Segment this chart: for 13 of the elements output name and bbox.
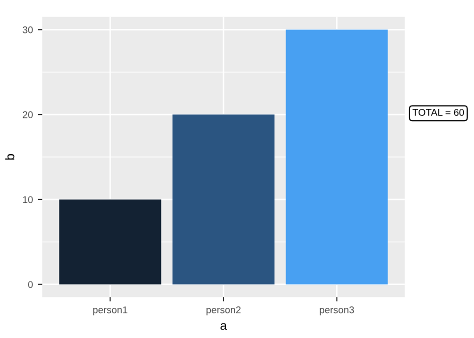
bar (286, 30, 388, 284)
y-tick-label: 10 (23, 196, 33, 204)
text: TOTAL = 60 (412, 108, 464, 116)
x-axis-title: a (220, 323, 227, 330)
x-tick-label: person1 (93, 306, 128, 316)
y-tick-label: 0 (28, 281, 33, 288)
y-tick-label: 30 (22, 26, 33, 34)
x-tick-label: person2 (206, 306, 241, 316)
y-tick-label: 20 (22, 111, 33, 118)
y-axis-title: b (5, 154, 14, 160)
bar (59, 199, 162, 284)
bar (172, 114, 274, 284)
x-tick-label: person3 (320, 306, 354, 316)
